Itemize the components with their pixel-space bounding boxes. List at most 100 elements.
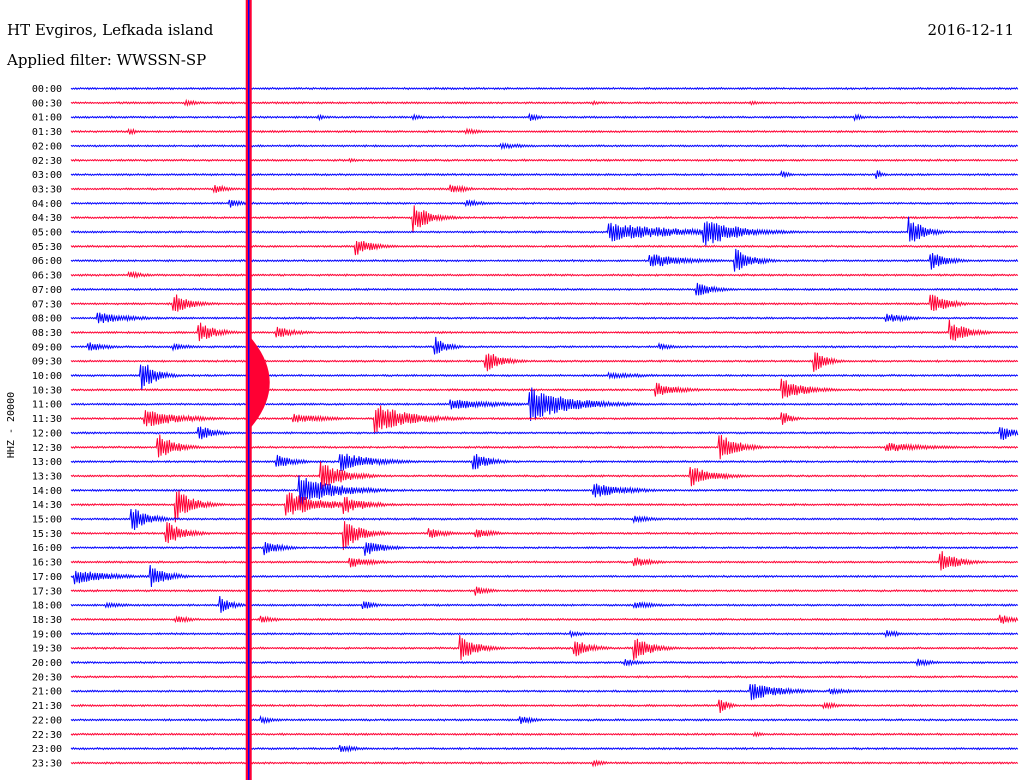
trace-group: [70, 0, 1019, 780]
row-label: 08:30: [32, 328, 62, 339]
trace-row: [70, 378, 1019, 399]
trace-row: [70, 426, 1019, 441]
saturated-event-core: [248, 0, 250, 780]
trace-row: [70, 86, 1019, 91]
row-label: 22:30: [32, 730, 62, 741]
filter-label: Applied filter: WWSSN-SP: [7, 51, 207, 69]
row-label: 12:30: [32, 443, 62, 454]
trace-row: [70, 184, 1019, 194]
row-label: 16:00: [32, 543, 62, 554]
row-label: 19:30: [32, 644, 62, 655]
trace-row: [70, 205, 1019, 233]
trace-row: [70, 635, 1019, 661]
row-label: 11:00: [32, 400, 62, 411]
row-label: 13:30: [32, 471, 62, 482]
row-label: 22:00: [32, 715, 62, 726]
trace-row: [70, 169, 1019, 179]
trace-row: [70, 127, 1019, 136]
trace-row: [70, 629, 1019, 639]
trace-row: [70, 319, 1019, 342]
row-label: 17:00: [32, 572, 62, 583]
trace-row: [70, 387, 1019, 421]
row-label: 14:30: [32, 500, 62, 511]
trace-row: [70, 248, 1019, 272]
trace-row: [70, 453, 1019, 471]
trace-row: [70, 270, 1019, 279]
row-label: 21:00: [32, 687, 62, 698]
trace-row: [70, 551, 1019, 571]
trace-row: [70, 675, 1019, 679]
trace-row: [70, 542, 1019, 556]
trace-row: [70, 490, 1019, 523]
row-label: 04:30: [32, 213, 62, 224]
trace-row: [70, 714, 1019, 725]
trace-row: [70, 699, 1019, 714]
row-label: 01:30: [32, 127, 62, 138]
trace-row: [70, 157, 1019, 164]
row-label-group: 00:00 00:30 01:00 01:30 02:00 02:30 03:00 03:30…: [32, 84, 62, 769]
main-shock-coda: [250, 337, 270, 428]
row-label: 20:00: [32, 658, 62, 669]
trace-row: [70, 141, 1019, 151]
y-axis-label: HHZ - 20000: [6, 392, 17, 458]
row-label: 18:30: [32, 615, 62, 626]
trace-row: [70, 364, 1019, 391]
row-label: 16:30: [32, 558, 62, 569]
row-label: 02:00: [32, 141, 62, 152]
row-label: 06:00: [32, 256, 62, 267]
row-label: 20:30: [32, 672, 62, 683]
row-label: 17:30: [32, 586, 62, 597]
station-title: HT Evgiros, Lefkada island: [7, 21, 214, 39]
row-label: 12:00: [32, 428, 62, 439]
row-label: 06:30: [32, 271, 62, 282]
trace-row: [70, 98, 1019, 108]
date-label: 2016-12-11: [927, 21, 1014, 39]
row-label: 10:30: [32, 385, 62, 396]
trace-row: [70, 282, 1019, 296]
row-label: 04:00: [32, 199, 62, 210]
row-label: 19:00: [32, 629, 62, 640]
trace-row: [70, 475, 1019, 507]
row-label: 08:00: [32, 314, 62, 325]
row-label: 05:30: [32, 242, 62, 253]
row-label: 09:00: [32, 342, 62, 353]
row-label: 21:30: [32, 701, 62, 712]
trace-row: [70, 658, 1019, 668]
row-label: 03:00: [32, 170, 62, 181]
trace-row: [70, 759, 1019, 768]
trace-row: [70, 614, 1019, 624]
row-label: 13:00: [32, 457, 62, 468]
row-label: 07:30: [32, 299, 62, 310]
row-label: 18:00: [32, 601, 62, 612]
row-label: 07:00: [32, 285, 62, 296]
row-label: 23:30: [32, 758, 62, 769]
row-label: 14:00: [32, 486, 62, 497]
trace-row: [70, 312, 1019, 324]
trace-row: [70, 294, 1019, 312]
row-label: 15:30: [32, 529, 62, 540]
trace-row: [70, 595, 1019, 613]
trace-row: [70, 216, 1019, 246]
row-label: 23:00: [32, 744, 62, 755]
trace-row: [70, 564, 1019, 588]
row-label: 01:00: [32, 113, 62, 124]
trace-row: [70, 683, 1019, 701]
trace-row: [70, 198, 1019, 208]
row-label: 02:30: [32, 156, 62, 167]
row-label: 15:00: [32, 515, 62, 526]
row-label: 00:30: [32, 98, 62, 109]
trace-row: [70, 405, 1019, 433]
trace-row: [70, 112, 1019, 122]
trace-row: [70, 744, 1019, 753]
row-label: 03:30: [32, 184, 62, 195]
trace-row: [70, 461, 1019, 490]
trace-row: [70, 521, 1019, 551]
row-label: 00:00: [32, 84, 62, 95]
trace-row: [70, 240, 1019, 256]
trace-row: [70, 352, 1019, 372]
trace-row: [70, 336, 1019, 355]
trace-row: [70, 586, 1019, 596]
row-label: 10:00: [32, 371, 62, 382]
row-label: 11:30: [32, 414, 62, 425]
